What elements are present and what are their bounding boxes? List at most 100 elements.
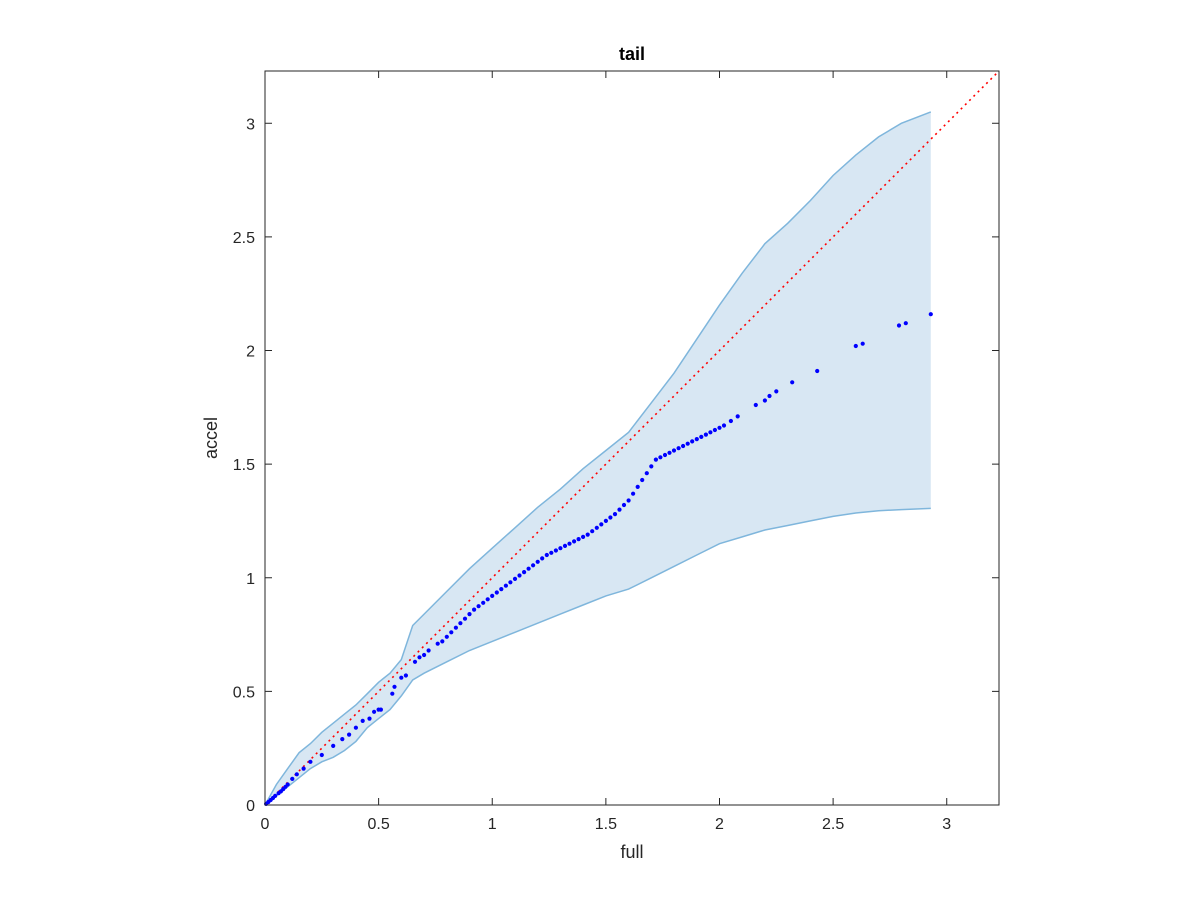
data-point [378,707,383,712]
data-point [599,522,604,527]
data-point [753,402,758,408]
data-point [735,414,740,419]
data-point [417,655,422,660]
data-point [685,441,690,446]
data-point [640,477,645,483]
data-point [671,448,677,453]
data-point [353,725,358,730]
data-point [728,418,734,424]
data-point [676,446,681,451]
data-point [621,502,627,508]
data-point [453,625,458,630]
y-tick-label: 0 [246,798,255,815]
y-tick-label: 0.5 [233,684,255,701]
data-point [549,550,554,555]
data-point [422,652,427,658]
data-point [635,484,640,489]
data-point [435,641,440,646]
y-axis-label: accel [201,417,221,459]
data-point [319,752,324,758]
data-point [658,455,663,460]
data-point [481,600,486,605]
data-point [860,341,865,346]
x-tick-label: 2 [715,816,724,833]
reference-line [264,70,1000,806]
data-point [572,539,577,544]
axes: 0 0.5 1 1.5 2 2.5 3 0 0.5 1 1.5 2 2.5 3 [233,70,1000,833]
data-point [462,616,468,621]
axes-box [264,70,1000,806]
data-point [694,437,699,442]
data-point [649,464,654,469]
data-point [608,515,613,520]
data-point [503,583,508,588]
data-point [815,368,820,374]
y-tick-label: 3 [246,116,255,133]
data-point [567,541,572,546]
data-point [790,380,795,385]
data-point [553,548,559,553]
band-lower-edge [264,507,931,806]
data-point [617,507,622,512]
data-point [440,639,445,644]
data-point [612,511,618,517]
data-point [712,427,718,433]
data-point [928,312,933,317]
x-axis-label: full [620,842,643,862]
data-point [444,634,449,639]
data-point [449,630,454,635]
data-point [896,323,902,328]
y-tick-label: 2 [246,344,255,361]
data-point [308,759,313,764]
x-tick-label: 1.5 [595,816,617,833]
data-point [340,737,345,742]
data-point [626,498,631,503]
data-point [372,709,377,714]
data-point [774,389,779,394]
data-point [667,450,672,455]
data-point [472,607,477,612]
data-point [662,452,668,458]
data-point [767,393,772,399]
data-point [360,718,365,724]
x-tick-label: 2.5 [822,816,844,833]
data-point [544,552,549,558]
data-point [531,563,536,568]
data-point [576,537,581,542]
chart-title: tail [619,44,645,64]
data-point [703,432,709,437]
data-point [535,559,540,564]
band-upper-edge [264,111,932,806]
data-point [458,621,463,626]
data-point [681,443,686,449]
data-point [644,471,649,476]
data-point [347,732,352,737]
data-point [494,590,499,595]
data-point [762,398,768,403]
data-point [499,587,504,592]
data-point [631,491,636,496]
data-point [512,576,518,582]
y-tick-label: 2.5 [233,230,255,247]
data-point [708,430,713,435]
data-point [412,659,418,664]
data-point [603,518,609,524]
data-point [426,648,431,653]
data-point [721,423,727,428]
data-point [508,580,513,585]
data-point [331,743,336,749]
data-point [467,612,472,617]
data-point [301,766,306,771]
data-point [690,439,695,444]
data-point [390,691,395,696]
y-tick-label: 1.5 [233,457,255,474]
data-point [476,604,481,609]
data-point [558,546,563,551]
x-tick-label: 3 [942,816,951,833]
data-point [490,593,495,599]
data-point [699,434,704,439]
plot-area [264,70,1000,807]
x-tick-label: 0 [261,816,270,833]
